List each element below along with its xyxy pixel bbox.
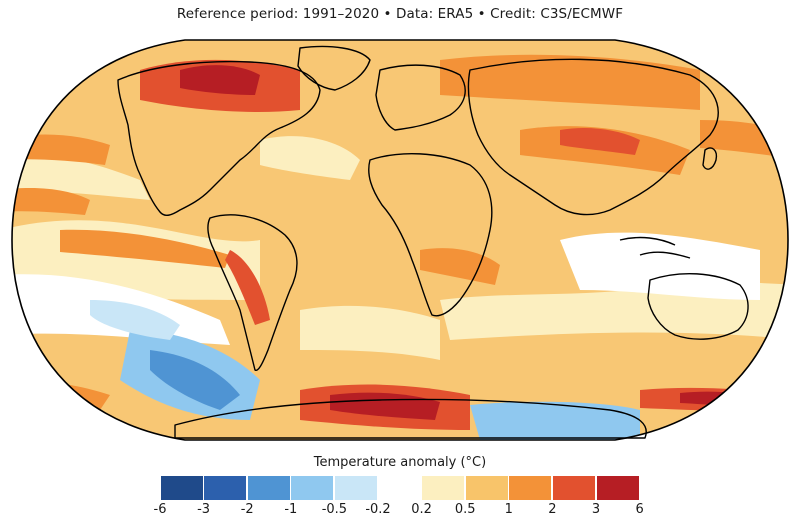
- indian-neutral-patch: [560, 232, 760, 300]
- asia-coast: [467, 58, 719, 216]
- cool-patch: [90, 300, 180, 340]
- south-america-warm: [225, 250, 270, 325]
- legend-tick-label: -3: [197, 502, 211, 517]
- legend-swatch: [422, 476, 465, 500]
- legend-tick-label: 6: [635, 502, 644, 517]
- legend-swatches: [0, 476, 800, 500]
- asia-hot: [560, 128, 640, 155]
- antarctica-coast: [174, 398, 647, 439]
- legend-swatch: [509, 476, 552, 500]
- legend-ticks: -6 -3 -2 -1 -0.5 -0.2 0.2 0.5 1 2 3 6: [0, 502, 800, 520]
- europe-coast: [375, 64, 466, 131]
- siberia-warm: [440, 54, 700, 110]
- legend-tick-label: 3: [591, 502, 601, 517]
- greenland-coast: [297, 45, 371, 91]
- east-pacific-warm: [12, 188, 90, 215]
- legend-tick-label: -6: [153, 502, 167, 517]
- north-america-coast: [117, 60, 321, 217]
- legend-tick-label: -2: [240, 502, 254, 517]
- africa-coast: [368, 153, 493, 317]
- tropical-pacific-warm: [60, 229, 230, 268]
- legend-title: Temperature anomaly (°C): [313, 455, 487, 470]
- legend-swatch: [291, 476, 334, 500]
- credit-line: Reference period: 1991–2020 • Data: ERA5…: [176, 6, 624, 22]
- africa-warm: [420, 248, 500, 285]
- legend-swatch: [334, 476, 377, 500]
- australia-coast: [647, 272, 749, 340]
- legend-swatch: [247, 476, 290, 500]
- legend-swatch: [552, 476, 595, 500]
- japan-coast: [702, 147, 718, 170]
- antarctic-cool-east: [470, 401, 640, 440]
- legend-tick-label: 1: [504, 502, 513, 517]
- legend-swatch: [465, 476, 508, 500]
- legend-tick-label: -0.2: [365, 502, 391, 517]
- map-border: [11, 39, 789, 441]
- legend-tick-label: 0.5: [454, 502, 476, 517]
- legend-tick-label: -0.5: [321, 502, 348, 517]
- legend-swatch: [596, 476, 639, 500]
- south-pacific-cold-core: [150, 350, 240, 410]
- legend-swatch: [378, 476, 421, 500]
- legend-swatch: [204, 476, 247, 500]
- south-america-coast: [207, 214, 298, 372]
- legend-tick-label: 0.2: [411, 502, 432, 517]
- coastlines: [117, 45, 749, 439]
- antarctic-cool-west: [12, 403, 110, 440]
- indonesia-coast: [619, 236, 691, 259]
- north-atlantic-pale: [260, 136, 360, 180]
- south-atlantic-pale: [300, 305, 440, 360]
- legend-tick-label: 2: [548, 502, 557, 517]
- legend-tick-label: -1: [284, 502, 298, 517]
- canada-hot-core: [180, 65, 260, 95]
- legend-swatch: [160, 476, 203, 500]
